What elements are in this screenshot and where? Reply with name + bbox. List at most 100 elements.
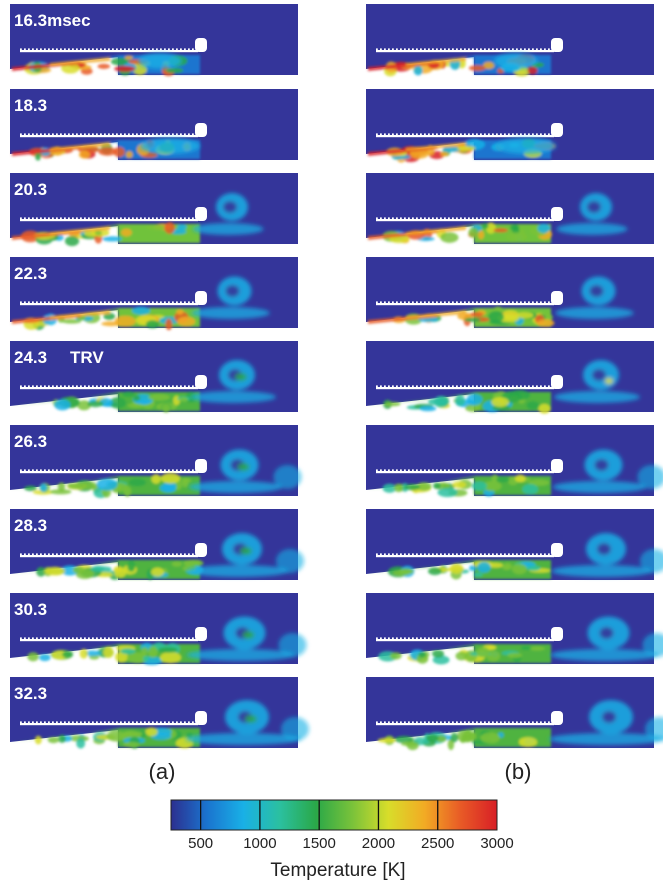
hot-gas-plume <box>366 222 553 244</box>
surface-serration <box>172 385 174 387</box>
surface-serration <box>60 637 62 639</box>
surface-serration <box>380 301 382 303</box>
surface-serration <box>176 48 178 50</box>
surface-serration <box>512 553 514 555</box>
surface-serration <box>424 721 426 723</box>
surface-serration <box>148 385 150 387</box>
surface-serration <box>472 469 474 471</box>
time-label: 20.3 <box>14 180 47 199</box>
surface-serration <box>116 553 118 555</box>
surface-serration <box>156 553 158 555</box>
surface-serration <box>92 553 94 555</box>
surface-serration <box>404 301 406 303</box>
surface-serration <box>36 553 38 555</box>
surface-serration <box>548 48 550 50</box>
surface-serration <box>508 721 510 723</box>
surface-serration <box>380 385 382 387</box>
surface-serration <box>528 721 530 723</box>
surface-serration <box>504 217 506 219</box>
surface-serration <box>376 553 378 555</box>
surface-serration <box>172 133 174 135</box>
surface-serration <box>420 217 422 219</box>
surface-serration <box>376 637 378 639</box>
surface-serration <box>40 721 42 723</box>
surface-serration <box>64 721 66 723</box>
surface-serration <box>108 637 110 639</box>
exhaust-vortex <box>138 53 182 69</box>
surface-serration <box>148 48 150 50</box>
contact-surface <box>20 387 198 390</box>
surface-serration <box>412 553 414 555</box>
surface-serration <box>456 385 458 387</box>
surface-serration <box>184 217 186 219</box>
surface-serration <box>508 469 510 471</box>
surface-serration <box>532 217 534 219</box>
surface-serration <box>76 553 78 555</box>
surface-serration <box>48 48 50 50</box>
surface-serration <box>96 469 98 471</box>
surface-serration <box>52 469 54 471</box>
surface-serration <box>44 385 46 387</box>
surface-serration <box>400 385 402 387</box>
surface-serration <box>128 48 130 50</box>
surface-serration <box>24 133 26 135</box>
surface-serration <box>80 385 82 387</box>
surface-serration <box>24 469 26 471</box>
surface-serration <box>548 553 550 555</box>
surface-serration <box>32 637 34 639</box>
surface-serration <box>460 469 462 471</box>
surface-serration <box>512 637 514 639</box>
surface-serration <box>544 385 546 387</box>
temperature-frame <box>366 593 663 665</box>
surface-serration <box>176 553 178 555</box>
surface-serration <box>376 721 378 723</box>
surface-serration <box>496 637 498 639</box>
surface-serration <box>380 637 382 639</box>
surface-serration <box>44 301 46 303</box>
exhaust-vortex <box>494 53 538 69</box>
surface-serration <box>524 637 526 639</box>
surface-serration <box>176 133 178 135</box>
surface-serration <box>428 721 430 723</box>
surface-serration <box>384 133 386 135</box>
contact-surface <box>376 471 554 474</box>
surface-serration <box>420 721 422 723</box>
surface-serration <box>28 385 30 387</box>
surface-serration <box>416 133 418 135</box>
surface-serration <box>376 469 378 471</box>
contact-tip <box>195 627 207 641</box>
surface-serration <box>108 385 110 387</box>
surface-serration <box>436 637 438 639</box>
colorbar-tick-label: 1500 <box>302 835 335 852</box>
surface-serration <box>536 48 538 50</box>
surface-serration <box>392 637 394 639</box>
exhaust-vortex <box>188 449 302 493</box>
surface-serration <box>96 553 98 555</box>
surface-serration <box>520 385 522 387</box>
surface-serration <box>484 469 486 471</box>
surface-serration <box>180 217 182 219</box>
surface-serration <box>104 385 106 387</box>
surface-serration <box>380 469 382 471</box>
surface-serration <box>108 721 110 723</box>
surface-serration <box>468 469 470 471</box>
surface-serration <box>140 133 142 135</box>
surface-serration <box>472 217 474 219</box>
surface-serration <box>136 48 138 50</box>
surface-serration <box>184 721 186 723</box>
surface-serration <box>392 48 394 50</box>
surface-serration <box>544 217 546 219</box>
surface-serration <box>476 553 478 555</box>
surface-serration <box>448 301 450 303</box>
surface-serration <box>80 217 82 219</box>
surface-serration <box>444 637 446 639</box>
surface-serration <box>400 553 402 555</box>
exhaust-vortex <box>190 360 276 403</box>
surface-serration <box>416 553 418 555</box>
surface-serration <box>468 217 470 219</box>
surface-serration <box>28 217 30 219</box>
surface-serration <box>20 301 22 303</box>
temperature-frame <box>366 341 654 414</box>
surface-serration <box>88 385 90 387</box>
surface-serration <box>164 721 166 723</box>
